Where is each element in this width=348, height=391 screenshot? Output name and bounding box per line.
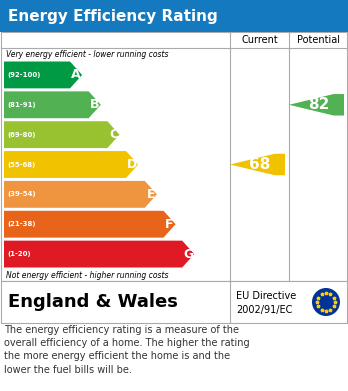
Text: EU Directive: EU Directive — [236, 291, 296, 301]
Text: (39-54): (39-54) — [7, 191, 35, 197]
Text: Current: Current — [241, 35, 278, 45]
Text: G: G — [183, 248, 193, 260]
Polygon shape — [289, 94, 344, 115]
Text: (21-38): (21-38) — [7, 221, 35, 227]
Text: 82: 82 — [308, 97, 329, 112]
Circle shape — [312, 288, 340, 316]
Polygon shape — [4, 151, 138, 178]
Text: (69-80): (69-80) — [7, 132, 35, 138]
Text: 2002/91/EC: 2002/91/EC — [236, 305, 292, 315]
Text: (81-91): (81-91) — [7, 102, 35, 108]
Bar — [0, 0, 348, 32]
Text: Potential: Potential — [297, 35, 340, 45]
Polygon shape — [4, 121, 119, 148]
Text: 68: 68 — [249, 157, 270, 172]
Bar — [1, 32, 347, 281]
Polygon shape — [4, 181, 157, 208]
Polygon shape — [4, 211, 176, 238]
Polygon shape — [4, 91, 101, 118]
Text: B: B — [90, 98, 100, 111]
Text: Energy Efficiency Rating: Energy Efficiency Rating — [8, 9, 218, 23]
Text: E: E — [147, 188, 155, 201]
Text: F: F — [165, 218, 174, 231]
Text: A: A — [71, 68, 81, 81]
Polygon shape — [4, 240, 194, 267]
Text: (55-68): (55-68) — [7, 161, 35, 167]
Text: D: D — [127, 158, 137, 171]
Text: Very energy efficient - lower running costs: Very energy efficient - lower running co… — [6, 50, 168, 59]
Text: England & Wales: England & Wales — [8, 293, 178, 311]
Polygon shape — [230, 154, 285, 175]
Text: (92-100): (92-100) — [7, 72, 40, 78]
Text: The energy efficiency rating is a measure of the
overall efficiency of a home. T: The energy efficiency rating is a measur… — [4, 325, 250, 375]
Text: C: C — [109, 128, 118, 141]
Bar — [1, 281, 347, 323]
Text: Not energy efficient - higher running costs: Not energy efficient - higher running co… — [6, 271, 168, 280]
Polygon shape — [4, 61, 82, 88]
Text: (1-20): (1-20) — [7, 251, 31, 257]
